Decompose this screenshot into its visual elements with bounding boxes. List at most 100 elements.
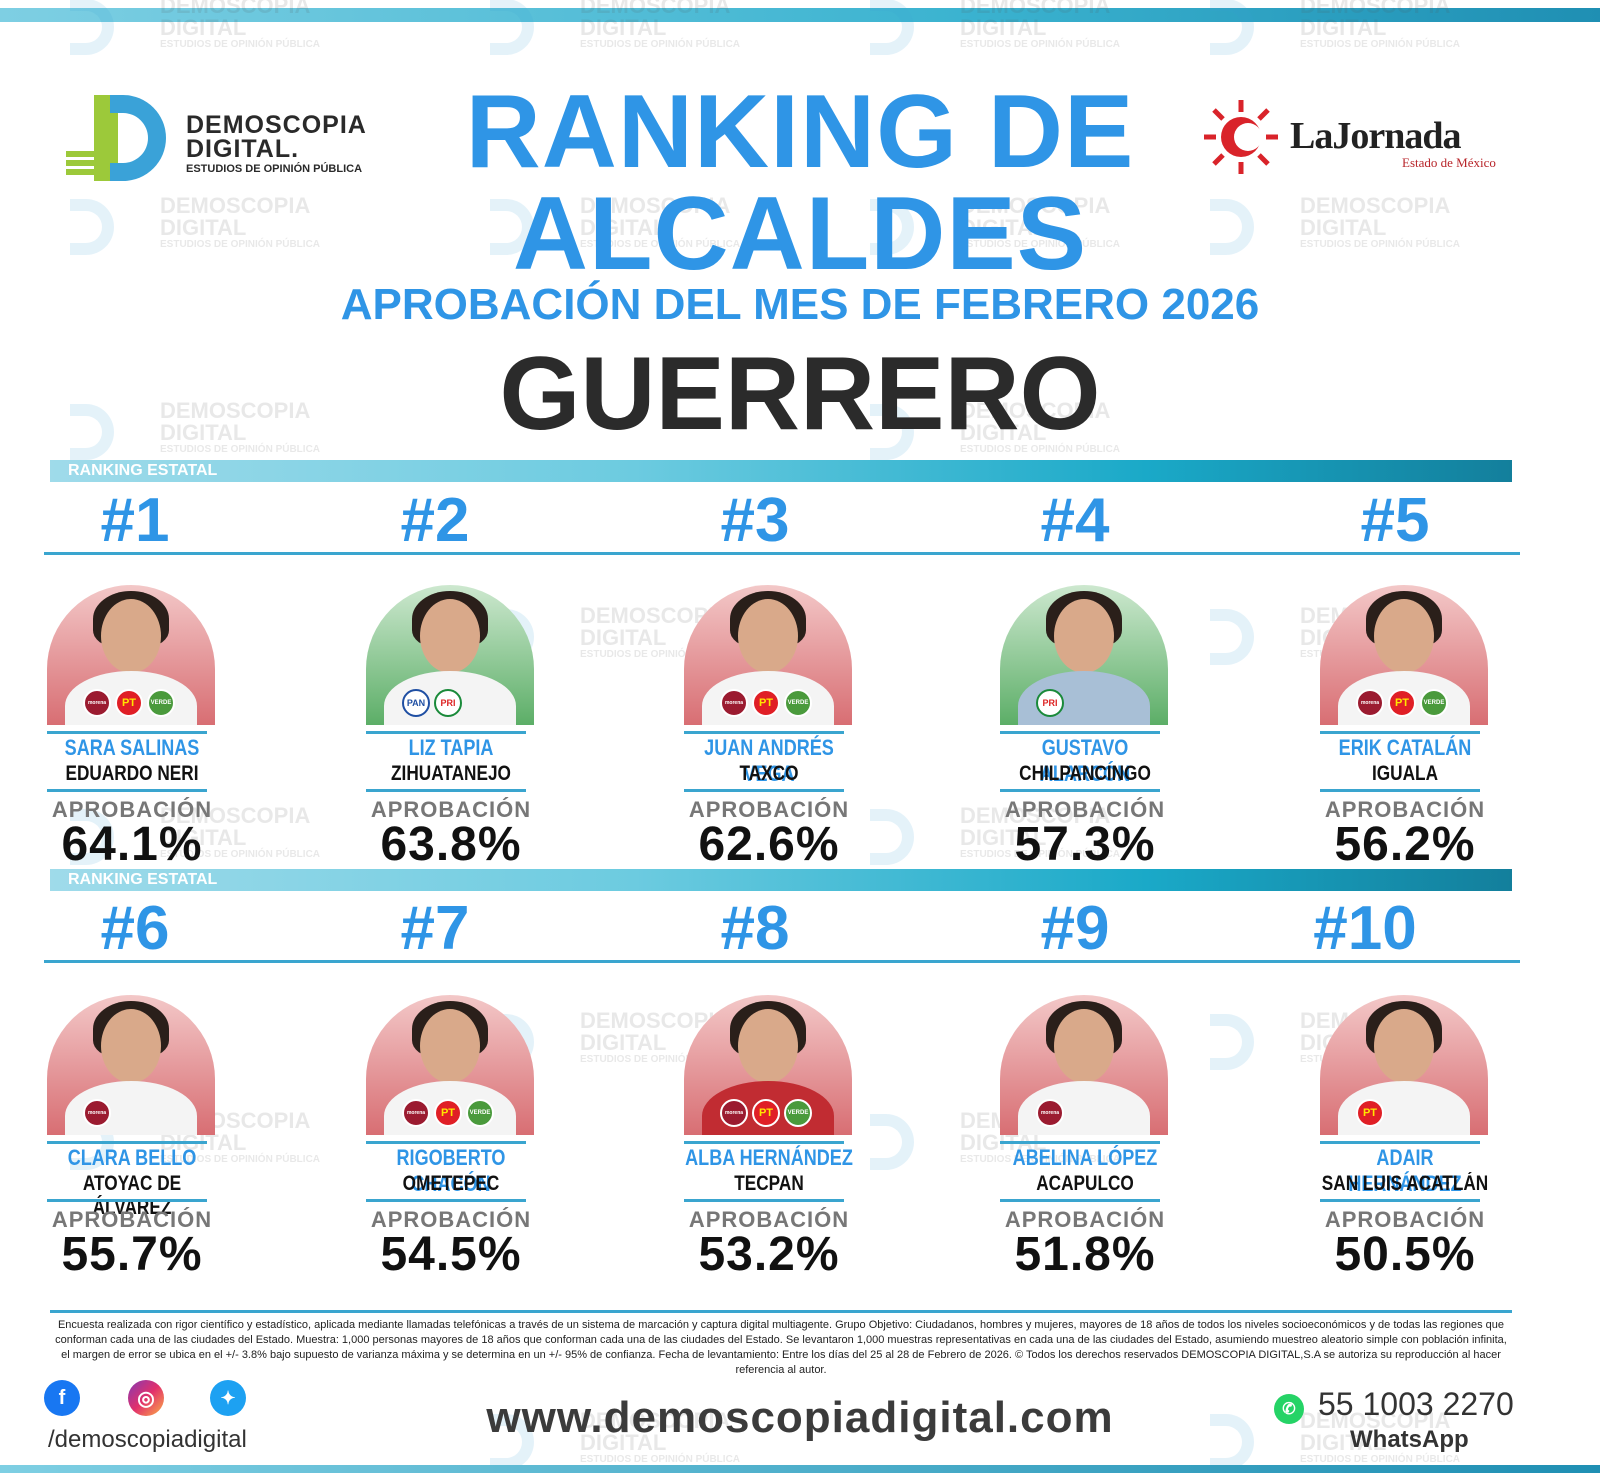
twitter-icon[interactable]: ✦: [210, 1380, 246, 1416]
mayor-name: ADAIR HERNÁNDEZ: [1348, 1145, 1462, 1196]
party-pan-icon: PAN: [402, 689, 430, 717]
mayor-name: LIZ TAPIA: [408, 735, 494, 760]
approval-label: APROBACIÓN: [370, 797, 532, 822]
mayor-card: morena PT VERDE SARA SALINAS EDUARDO NERI APR…: [47, 585, 237, 875]
bottom-accent-bar: [0, 1465, 1600, 1473]
demoscopia-logo: DEMOSCOPIA DIGITAL. ESTUDIOS DE OPINIÓN …: [66, 95, 376, 185]
mayor-name: ABELINA LÓPEZ: [1012, 1145, 1158, 1170]
mayor-card: morena PT VERDE ERIK CATALÁN IGUALA APROBACIÓ…: [1320, 585, 1510, 875]
logo-tagline: ESTUDIOS DE OPINIÓN PÚBLICA: [186, 163, 363, 175]
party-pt-icon: PT: [1356, 1099, 1384, 1127]
party-morena-icon: morena: [402, 1099, 430, 1127]
rank-number: #10: [1313, 894, 1417, 963]
approval-label: APROBACIÓN: [1004, 1207, 1166, 1232]
approval-label: APROBACIÓN: [1324, 797, 1486, 822]
subtitle: APROBACIÓN DEL MES DE FEBRERO 2026: [340, 280, 1260, 329]
party-badges: morena PT VERDE: [83, 689, 175, 719]
mayor-photo: morena PT VERDE: [684, 585, 852, 725]
approval-value: 53.2%: [698, 1228, 840, 1281]
rank-number: #3: [720, 486, 790, 555]
rank-number: #4: [1040, 486, 1110, 555]
disclaimer: Encuesta realizada con rigor científico …: [55, 1319, 1507, 1376]
city-divider: [1000, 1199, 1160, 1202]
logo-name-line1: DEMOSCOPIA: [186, 111, 367, 139]
party-pt-icon: PT: [1388, 689, 1416, 717]
approval-label: APROBACIÓN: [51, 1207, 213, 1232]
facebook-icon[interactable]: f: [44, 1380, 80, 1416]
municipality: EDUARDO NERI: [65, 762, 199, 785]
mayor-name: SARA SALINAS: [64, 735, 200, 760]
ranking-band-2: RANKING ESTATAL: [50, 869, 1512, 891]
city-divider: [366, 1199, 526, 1202]
approval-value: 62.6%: [698, 818, 840, 871]
city-divider: [366, 789, 526, 792]
jornada-subtitle: Estado de México: [1402, 155, 1496, 170]
party-pt-icon: PT: [752, 1099, 780, 1127]
rank-number: #2: [400, 486, 470, 555]
rank-number: #9: [1040, 894, 1110, 963]
mayor-photo: morena PT VERDE: [366, 995, 534, 1135]
municipality: ACAPULCO: [1036, 1172, 1134, 1195]
party-morena-icon: morena: [720, 689, 748, 717]
city-divider: [47, 789, 207, 792]
whatsapp-icon: ✆: [1274, 1394, 1304, 1424]
mayor-name: GUSTAVO ALARCÓN: [1039, 735, 1131, 786]
party-morena-icon: morena: [1036, 1099, 1064, 1127]
mayor-card: morena PT VERDE ALBA HERNÁNDEZ TECPAN APROBAC…: [684, 995, 874, 1285]
rank-number: #7: [400, 894, 470, 963]
mayor-card: PRI GUSTAVO ALARCÓN CHILPANCINGO APROBACIÓN…: [1000, 585, 1190, 875]
approval-value: 51.8%: [1014, 1228, 1156, 1281]
municipality: TECPAN: [734, 1172, 804, 1195]
title-line-2: ALCALDES: [512, 176, 1088, 292]
mayor-name: CLARA BELLO: [67, 1145, 197, 1170]
approval-value: 56.2%: [1334, 818, 1476, 871]
approval-label: APROBACIÓN: [688, 1207, 850, 1232]
name-divider: [47, 731, 207, 734]
name-divider: [1000, 731, 1160, 734]
social-handle[interactable]: /demoscopiadigital: [48, 1426, 247, 1453]
party-verde-icon: VERDE: [1420, 689, 1448, 717]
name-divider: [1320, 731, 1480, 734]
mayor-photo: PT: [1320, 995, 1488, 1135]
name-divider: [684, 731, 844, 734]
state-title: GUERRERO: [499, 336, 1101, 452]
name-divider: [684, 1141, 844, 1144]
municipality: TAXCO: [739, 762, 799, 785]
instagram-icon[interactable]: ◎: [128, 1380, 164, 1416]
whatsapp-contact[interactable]: ✆ 55 1003 2270 WhatsApp: [1270, 1386, 1530, 1456]
mayor-photo: PRI: [1000, 585, 1168, 725]
city-divider: [684, 1199, 844, 1202]
party-badges: morena: [83, 1099, 111, 1129]
name-divider: [1000, 1141, 1160, 1144]
municipality: CHILPANCINGO: [1019, 762, 1151, 785]
mayor-photo: morena: [1000, 995, 1168, 1135]
approval-value: 50.5%: [1334, 1228, 1476, 1281]
phone-label: WhatsApp: [1350, 1426, 1469, 1453]
party-badges: morena: [1036, 1099, 1064, 1129]
band-label: RANKING ESTATAL: [68, 462, 218, 479]
party-badges: PT: [1356, 1099, 1384, 1129]
party-verde-icon: VERDE: [784, 1099, 812, 1127]
name-divider: [366, 731, 526, 734]
approval-label: APROBACIÓN: [1324, 1207, 1486, 1232]
mayor-photo: morena PT VERDE: [684, 995, 852, 1135]
party-pri-icon: PRI: [434, 689, 462, 717]
mayor-name: ALBA HERNÁNDEZ: [685, 1145, 853, 1170]
name-divider: [366, 1141, 526, 1144]
mayor-card: morena PT VERDE JUAN ANDRÉS VEGA TAXCO APROBA…: [684, 585, 874, 875]
mayor-card: PT ADAIR HERNÁNDEZ SAN LUIS ACATLÁN APROBAC…: [1320, 995, 1510, 1285]
rank-row-2: [44, 890, 1520, 963]
rank-number: #8: [720, 894, 790, 963]
website-link[interactable]: www.demoscopiadigital.com: [486, 1393, 1114, 1442]
party-verde-icon: VERDE: [147, 689, 175, 717]
approval-label: APROBACIÓN: [688, 797, 850, 822]
title-line-1: RANKING DE: [465, 74, 1135, 190]
name-divider: [1320, 1141, 1480, 1144]
mayor-name: JUAN ANDRÉS VEGA: [704, 735, 834, 786]
party-morena-icon: morena: [83, 1099, 111, 1127]
party-badges: PRI: [1036, 689, 1064, 719]
mayor-card: morena ABELINA LÓPEZ ACAPULCO APROBACIÓN 51.…: [1000, 995, 1190, 1285]
ranking-band-1: RANKING ESTATAL: [50, 460, 1512, 482]
mayor-name: ERIK CATALÁN: [1338, 735, 1472, 760]
party-pt-icon: PT: [115, 689, 143, 717]
